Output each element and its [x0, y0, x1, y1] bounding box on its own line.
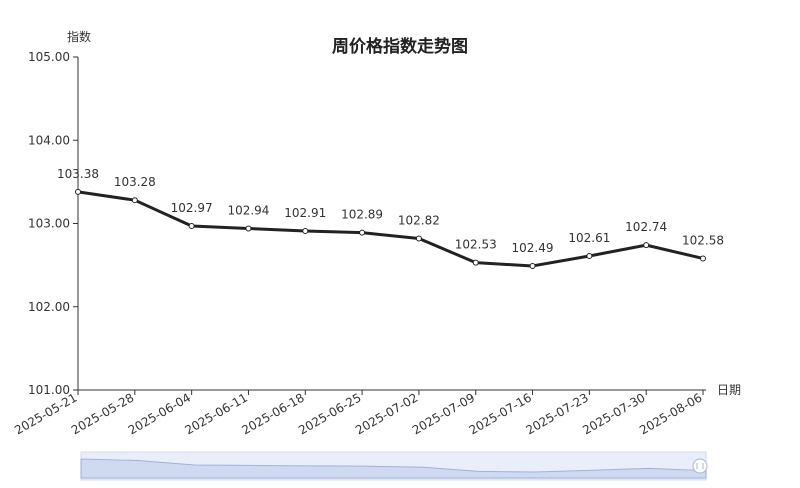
x-tick-label: 2025-06-11: [183, 390, 250, 437]
x-tick-label: 2025-08-06: [637, 390, 704, 437]
data-point: [700, 255, 706, 262]
data-label: 103.38: [57, 167, 99, 181]
data-point: [415, 235, 422, 242]
y-tick-label: 103.00: [28, 217, 70, 231]
data-label: 102.58: [682, 233, 724, 247]
y-tick-label: 101.00: [28, 383, 70, 397]
y-tick-label: 102.00: [28, 300, 70, 314]
x-axis-title: 日期: [717, 383, 741, 397]
zoom-slider[interactable]: [80, 451, 708, 481]
chart-title: 周价格指数走势图: [332, 36, 468, 57]
data-point: [188, 222, 195, 229]
data-point: [75, 188, 81, 195]
x-tick-label: 2025-05-28: [69, 390, 136, 437]
x-tick-label: 2025-06-04: [126, 390, 193, 437]
data-point: [359, 229, 366, 236]
data-point: [529, 262, 536, 269]
x-tick-label: 2025-05-21: [12, 390, 79, 437]
y-tick-label: 105.00: [28, 50, 70, 64]
data-label: 102.82: [398, 213, 440, 227]
x-tick-label: 2025-06-18: [239, 390, 306, 437]
y-axis-title: 指数: [67, 29, 91, 44]
data-label: 102.89: [341, 208, 383, 222]
data-labels: 103.38 103.28 102.97 102.94 102.91 102.89 102.…: [57, 167, 724, 255]
data-label: 102.97: [171, 201, 213, 215]
data-points: [75, 188, 706, 269]
data-label: 102.61: [568, 231, 610, 245]
data-point: [302, 227, 309, 234]
x-tick-label: 2025-07-23: [523, 390, 590, 437]
x-tick-label: 2025-07-02: [353, 390, 420, 437]
data-label: 102.49: [512, 241, 554, 255]
data-label: 103.28: [114, 175, 156, 189]
data-label: 102.53: [455, 238, 497, 252]
x-tick-label: 2025-06-25: [296, 390, 363, 437]
series-line: [77, 190, 704, 268]
y-axis-ticks: 101.00 102.00 103.00 104.00 105.00: [28, 50, 78, 397]
zoom-slider-preview: [80, 458, 707, 479]
data-label: 102.94: [227, 203, 269, 217]
data-label: 102.74: [625, 220, 667, 234]
y-tick-label: 104.00: [28, 133, 70, 147]
x-axis-ticks: 2025-05-212025-05-282025-06-042025-06-11…: [12, 390, 705, 437]
data-point: [245, 225, 252, 232]
data-point: [643, 242, 650, 249]
zoom-end-handle[interactable]: [692, 458, 708, 474]
x-tick-label: 2025-07-30: [580, 390, 647, 437]
data-point: [472, 259, 479, 266]
data-label: 102.91: [284, 206, 326, 220]
data-point: [586, 252, 593, 259]
x-tick-label: 2025-07-16: [467, 390, 534, 437]
x-tick-label: 2025-07-09: [410, 390, 477, 437]
data-point: [131, 197, 138, 204]
